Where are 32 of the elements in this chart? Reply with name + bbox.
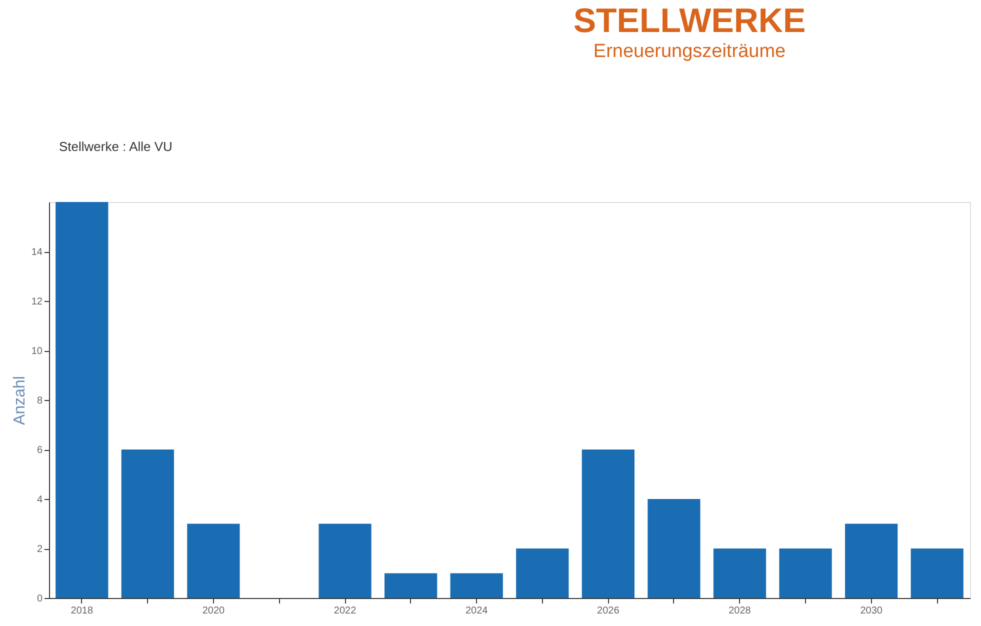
- chart-subtitle: Erneuerungszeiträume: [593, 41, 786, 62]
- x-tick-label: 2022: [334, 606, 357, 616]
- y-tick-label: 6: [36, 445, 43, 456]
- bar: [56, 202, 108, 598]
- bar: [318, 524, 372, 598]
- bar: [779, 548, 832, 598]
- x-tick-label: 2028: [728, 606, 752, 616]
- x-tick-label: 2020: [202, 606, 226, 616]
- y-tick-label: 10: [31, 346, 43, 357]
- y-tick-label: 12: [31, 296, 43, 308]
- chart-title: STELLWERKE: [573, 2, 806, 40]
- bar: [713, 548, 766, 598]
- bar: [384, 573, 438, 598]
- bar: [187, 524, 240, 598]
- bar: [910, 548, 964, 598]
- x-tick-label: 2026: [597, 606, 620, 616]
- y-tick-label: 2: [36, 544, 43, 555]
- y-axis-title: Anzahl: [11, 376, 28, 425]
- y-tick-label: 8: [36, 396, 43, 406]
- bar: [582, 450, 634, 598]
- y-tick-label: 4: [36, 494, 43, 506]
- bar: [516, 548, 569, 598]
- y-tick-label: 0: [36, 594, 43, 604]
- bar: [450, 573, 503, 598]
- bar: [121, 450, 174, 598]
- x-tick-label: 2024: [465, 606, 488, 616]
- bar: [845, 524, 898, 598]
- text: Stellwerke : Alle VU: [59, 139, 172, 154]
- x-tick-label: 2030: [860, 606, 883, 616]
- y-tick-label: 14: [31, 247, 43, 258]
- bar: [648, 499, 700, 598]
- x-tick-label: 2018: [70, 606, 94, 616]
